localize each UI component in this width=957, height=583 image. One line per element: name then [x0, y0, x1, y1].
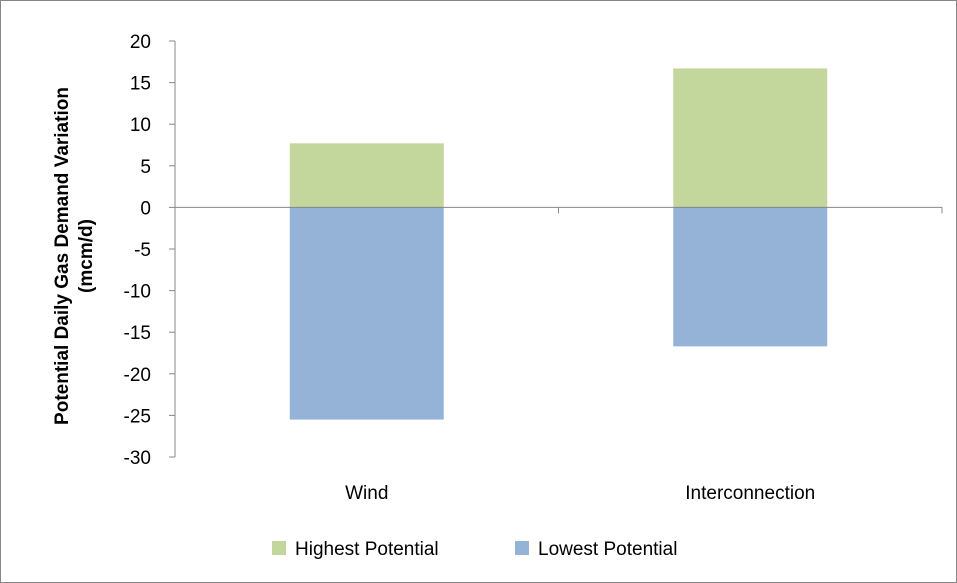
legend-swatch: [272, 541, 286, 555]
y-tick-label: -25: [124, 406, 151, 427]
bar-interconnection-lowest-potential: [673, 207, 828, 347]
y-tick-label: 20: [130, 32, 151, 53]
y-axis-title-line-1: Potential Daily Gas Demand Variation: [52, 87, 73, 425]
legend-swatch: [515, 541, 529, 555]
y-tick-label: -20: [124, 365, 151, 386]
legend-label: Highest Potential: [295, 539, 439, 560]
y-tick-label: 5: [140, 157, 151, 178]
x-category-label: Wind: [345, 483, 388, 504]
y-axis-title-line-2: (mcm/d): [76, 219, 97, 293]
x-category-label: Interconnection: [685, 483, 815, 504]
bar-wind-lowest-potential: [289, 207, 444, 420]
y-tick-label: -5: [134, 240, 151, 261]
bars-group: [289, 68, 828, 420]
y-tick-label: 0: [140, 198, 151, 219]
bar-wind-highest-potential: [289, 143, 444, 208]
legend-label: Lowest Potential: [538, 539, 677, 560]
bar-interconnection-highest-potential: [673, 68, 828, 208]
y-tick-label: -30: [124, 448, 151, 469]
axes-group: Wind Interconnection 20 15 10 5 0 -5 -10 -15 -20 -2…: [124, 32, 943, 504]
y-tick-label: 15: [130, 74, 151, 95]
y-tick-label: 10: [130, 115, 151, 136]
y-tick-label: -10: [124, 282, 151, 303]
y-tick-label: -15: [124, 323, 151, 344]
legend: Highest Potential Lowest Potential: [272, 539, 677, 560]
